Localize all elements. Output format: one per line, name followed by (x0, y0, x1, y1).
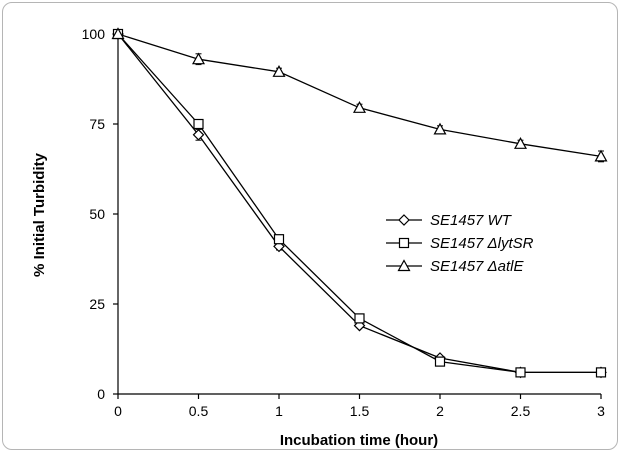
data-point (111, 27, 125, 40)
y-tick-label: 100 (82, 26, 106, 42)
series-line (117, 33, 602, 158)
x-tick-label: 1 (275, 403, 283, 419)
legend: SE1457 WT SE1457 ΔlytSR SE1457 ΔatlE (386, 212, 534, 275)
data-point (434, 356, 446, 367)
axes: 0 25 50 75 100 0 0.5 1 1.5 2 2.5 3 (82, 26, 605, 419)
x-axis-title: Incubation time (hour) (280, 432, 438, 449)
data-point (433, 122, 447, 135)
data-point (193, 118, 204, 130)
legend-marker (398, 237, 410, 249)
series-triangle (111, 27, 608, 163)
legend-label: SE1457 WT (430, 212, 513, 229)
legend-marker (398, 214, 410, 226)
series-layer (111, 27, 608, 379)
legend-marker (397, 259, 411, 272)
data-point (272, 65, 286, 77)
legend-label: SE1457 ΔlytSR (430, 235, 534, 252)
data-point (595, 367, 607, 378)
data-point (192, 128, 205, 141)
data-point (273, 234, 285, 245)
data-point (513, 137, 528, 149)
series-diamond (112, 28, 607, 379)
y-tick-label: 25 (89, 296, 105, 312)
y-tick-label: 75 (89, 116, 105, 132)
legend-item: SE1457 ΔatlE (386, 258, 524, 275)
data-point (354, 313, 365, 324)
x-tick-label: 2.5 (511, 403, 531, 419)
figure-frame: 0 25 50 75 100 0 0.5 1 1.5 2 2.5 3 SE1457 WT SE1457 … (2, 2, 618, 450)
legend-label: SE1457 ΔatlE (430, 258, 524, 275)
data-point (594, 149, 608, 162)
x-tick-label: 2 (436, 403, 444, 419)
y-axis-title: % Initial Turbidity (31, 152, 48, 277)
data-point (191, 52, 206, 65)
data-point (352, 101, 367, 113)
legend-item: SE1457 ΔlytSR (386, 235, 534, 252)
data-point (515, 367, 526, 378)
y-tick-label: 0 (97, 386, 105, 402)
series-square (112, 28, 607, 378)
x-tick-label: 3 (597, 403, 605, 419)
x-tick-label: 0 (114, 403, 122, 419)
x-tick-label: 1.5 (350, 403, 370, 419)
x-tick-label: 0.5 (189, 403, 209, 419)
legend-item: SE1457 WT (386, 212, 513, 229)
y-tick-label: 50 (89, 206, 105, 222)
